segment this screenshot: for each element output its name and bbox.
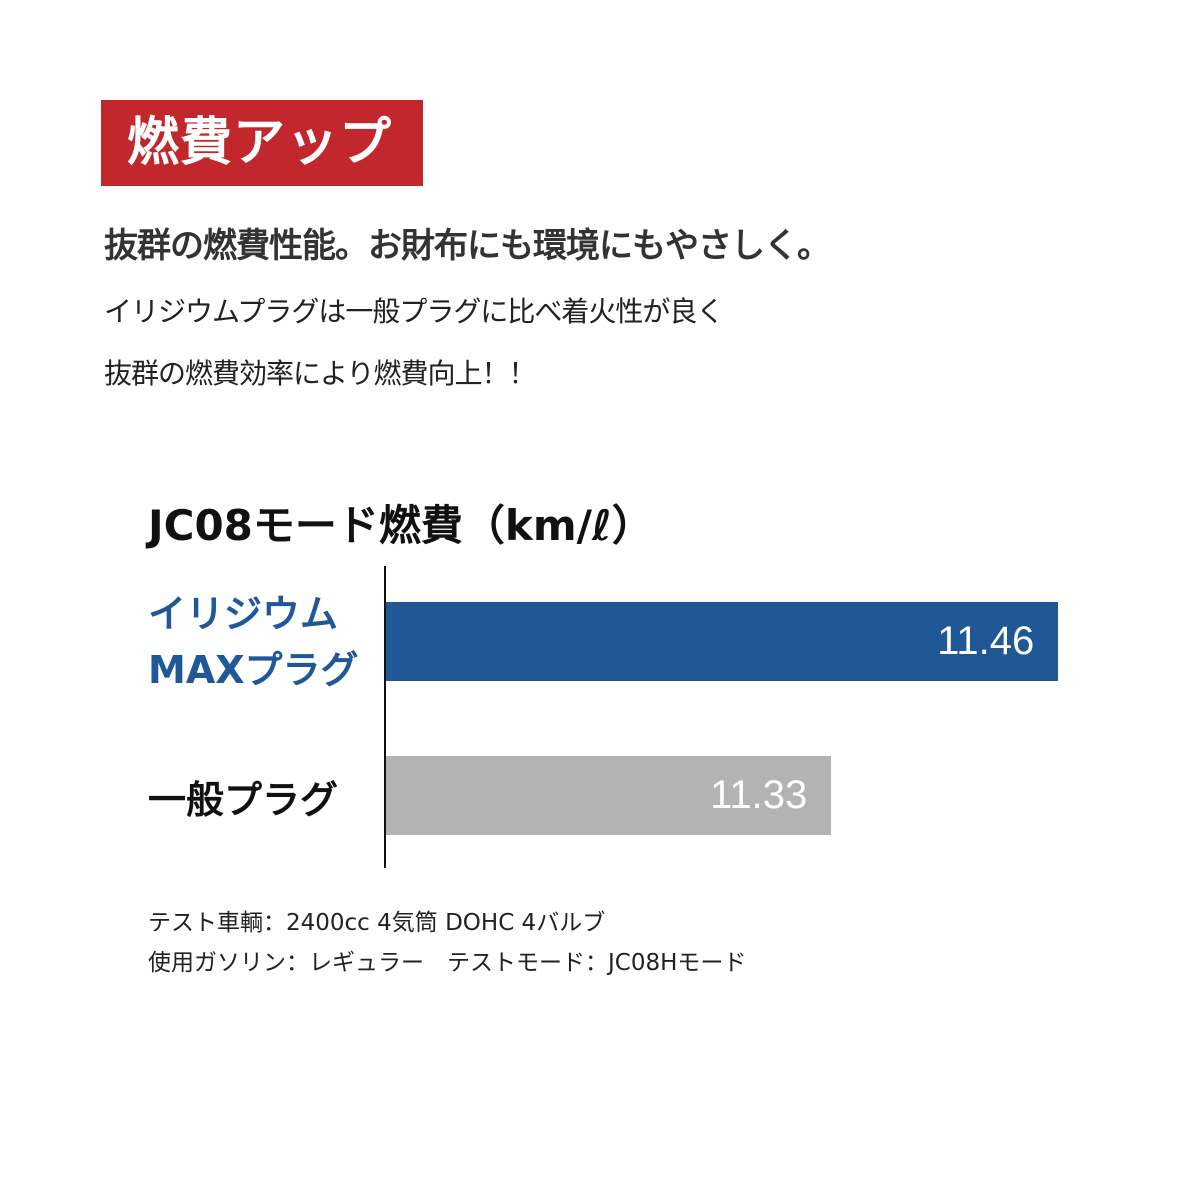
category-label-iridium: イリジウム MAXプラグ [148,586,359,698]
headline: 抜群の燃費性能。お財布にも環境にもやさしく。 [104,226,831,266]
chart-title: JC08モード燃費（km/ℓ） [148,501,654,550]
feature-badge: 燃費アップ [101,100,423,186]
bar-standard: 11.33 [386,756,832,835]
body-line-1: イリジウムプラグは一般プラグに比べ着火性が良く [104,295,724,328]
body-line-2: 抜群の燃費効率により燃費向上！！ [104,357,536,390]
category-label-line: イリジウム [148,592,339,636]
y-axis-line [384,566,386,868]
bar-iridium: 11.46 [386,602,1059,681]
footnote-fuel-mode: 使用ガソリン：レギュラー テストモード：JC08Hモード [148,950,747,976]
bar-value-label: 11.46 [937,619,1035,663]
category-label-standard: 一般プラグ [148,772,338,828]
category-label-line: 一般プラグ [148,778,339,822]
footnote-vehicle: テスト車輌：2400cc 4気筒 DOHC 4バルブ [148,910,606,936]
category-label-line: MAXプラグ [148,648,359,692]
bar-value-label: 11.33 [710,773,808,817]
